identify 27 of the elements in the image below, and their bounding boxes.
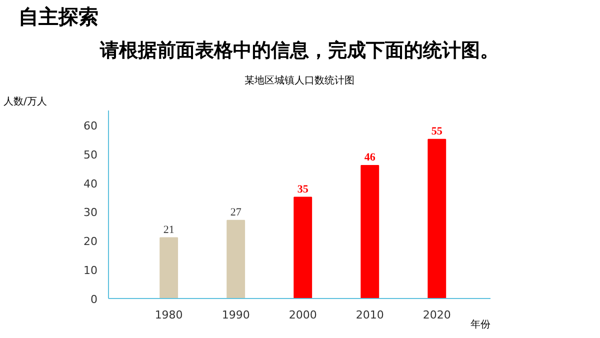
data-label: 35 [297, 183, 309, 196]
data-label: 27 [230, 206, 242, 218]
y-tick-label: 0 [90, 293, 98, 306]
data-label: 55 [431, 125, 443, 138]
y-tick-label: 20 [84, 235, 98, 248]
bar [226, 220, 246, 298]
x-tick-label: 2020 [422, 308, 451, 322]
x-tick-label: 1980 [154, 308, 183, 322]
x-tick-label: 1990 [222, 308, 250, 322]
bar [294, 196, 312, 298]
y-tick-label: 40 [84, 177, 98, 190]
bar [160, 237, 178, 298]
text: 请根据前面表格中的信息，完成下面的统计图。 [99, 40, 499, 62]
y-tick-label: 30 [84, 206, 98, 220]
x-axis-title: 年份 [470, 318, 490, 330]
bar [360, 164, 380, 298]
chart-title: 某地区城镇人口数统计图 [244, 74, 354, 86]
y-axis-title: 人数/万人 [4, 96, 47, 108]
bar [428, 138, 446, 298]
x-tick-label: 2010 [356, 308, 384, 322]
y-tick-label: 10 [84, 264, 98, 278]
y-tick-label: 50 [84, 148, 98, 162]
data-label: 46 [364, 151, 376, 164]
text: 自主探索 [18, 4, 98, 28]
x-tick-label: 2000 [288, 308, 317, 322]
y-tick-label: 60 [84, 119, 98, 132]
data-label: 21 [163, 224, 174, 236]
